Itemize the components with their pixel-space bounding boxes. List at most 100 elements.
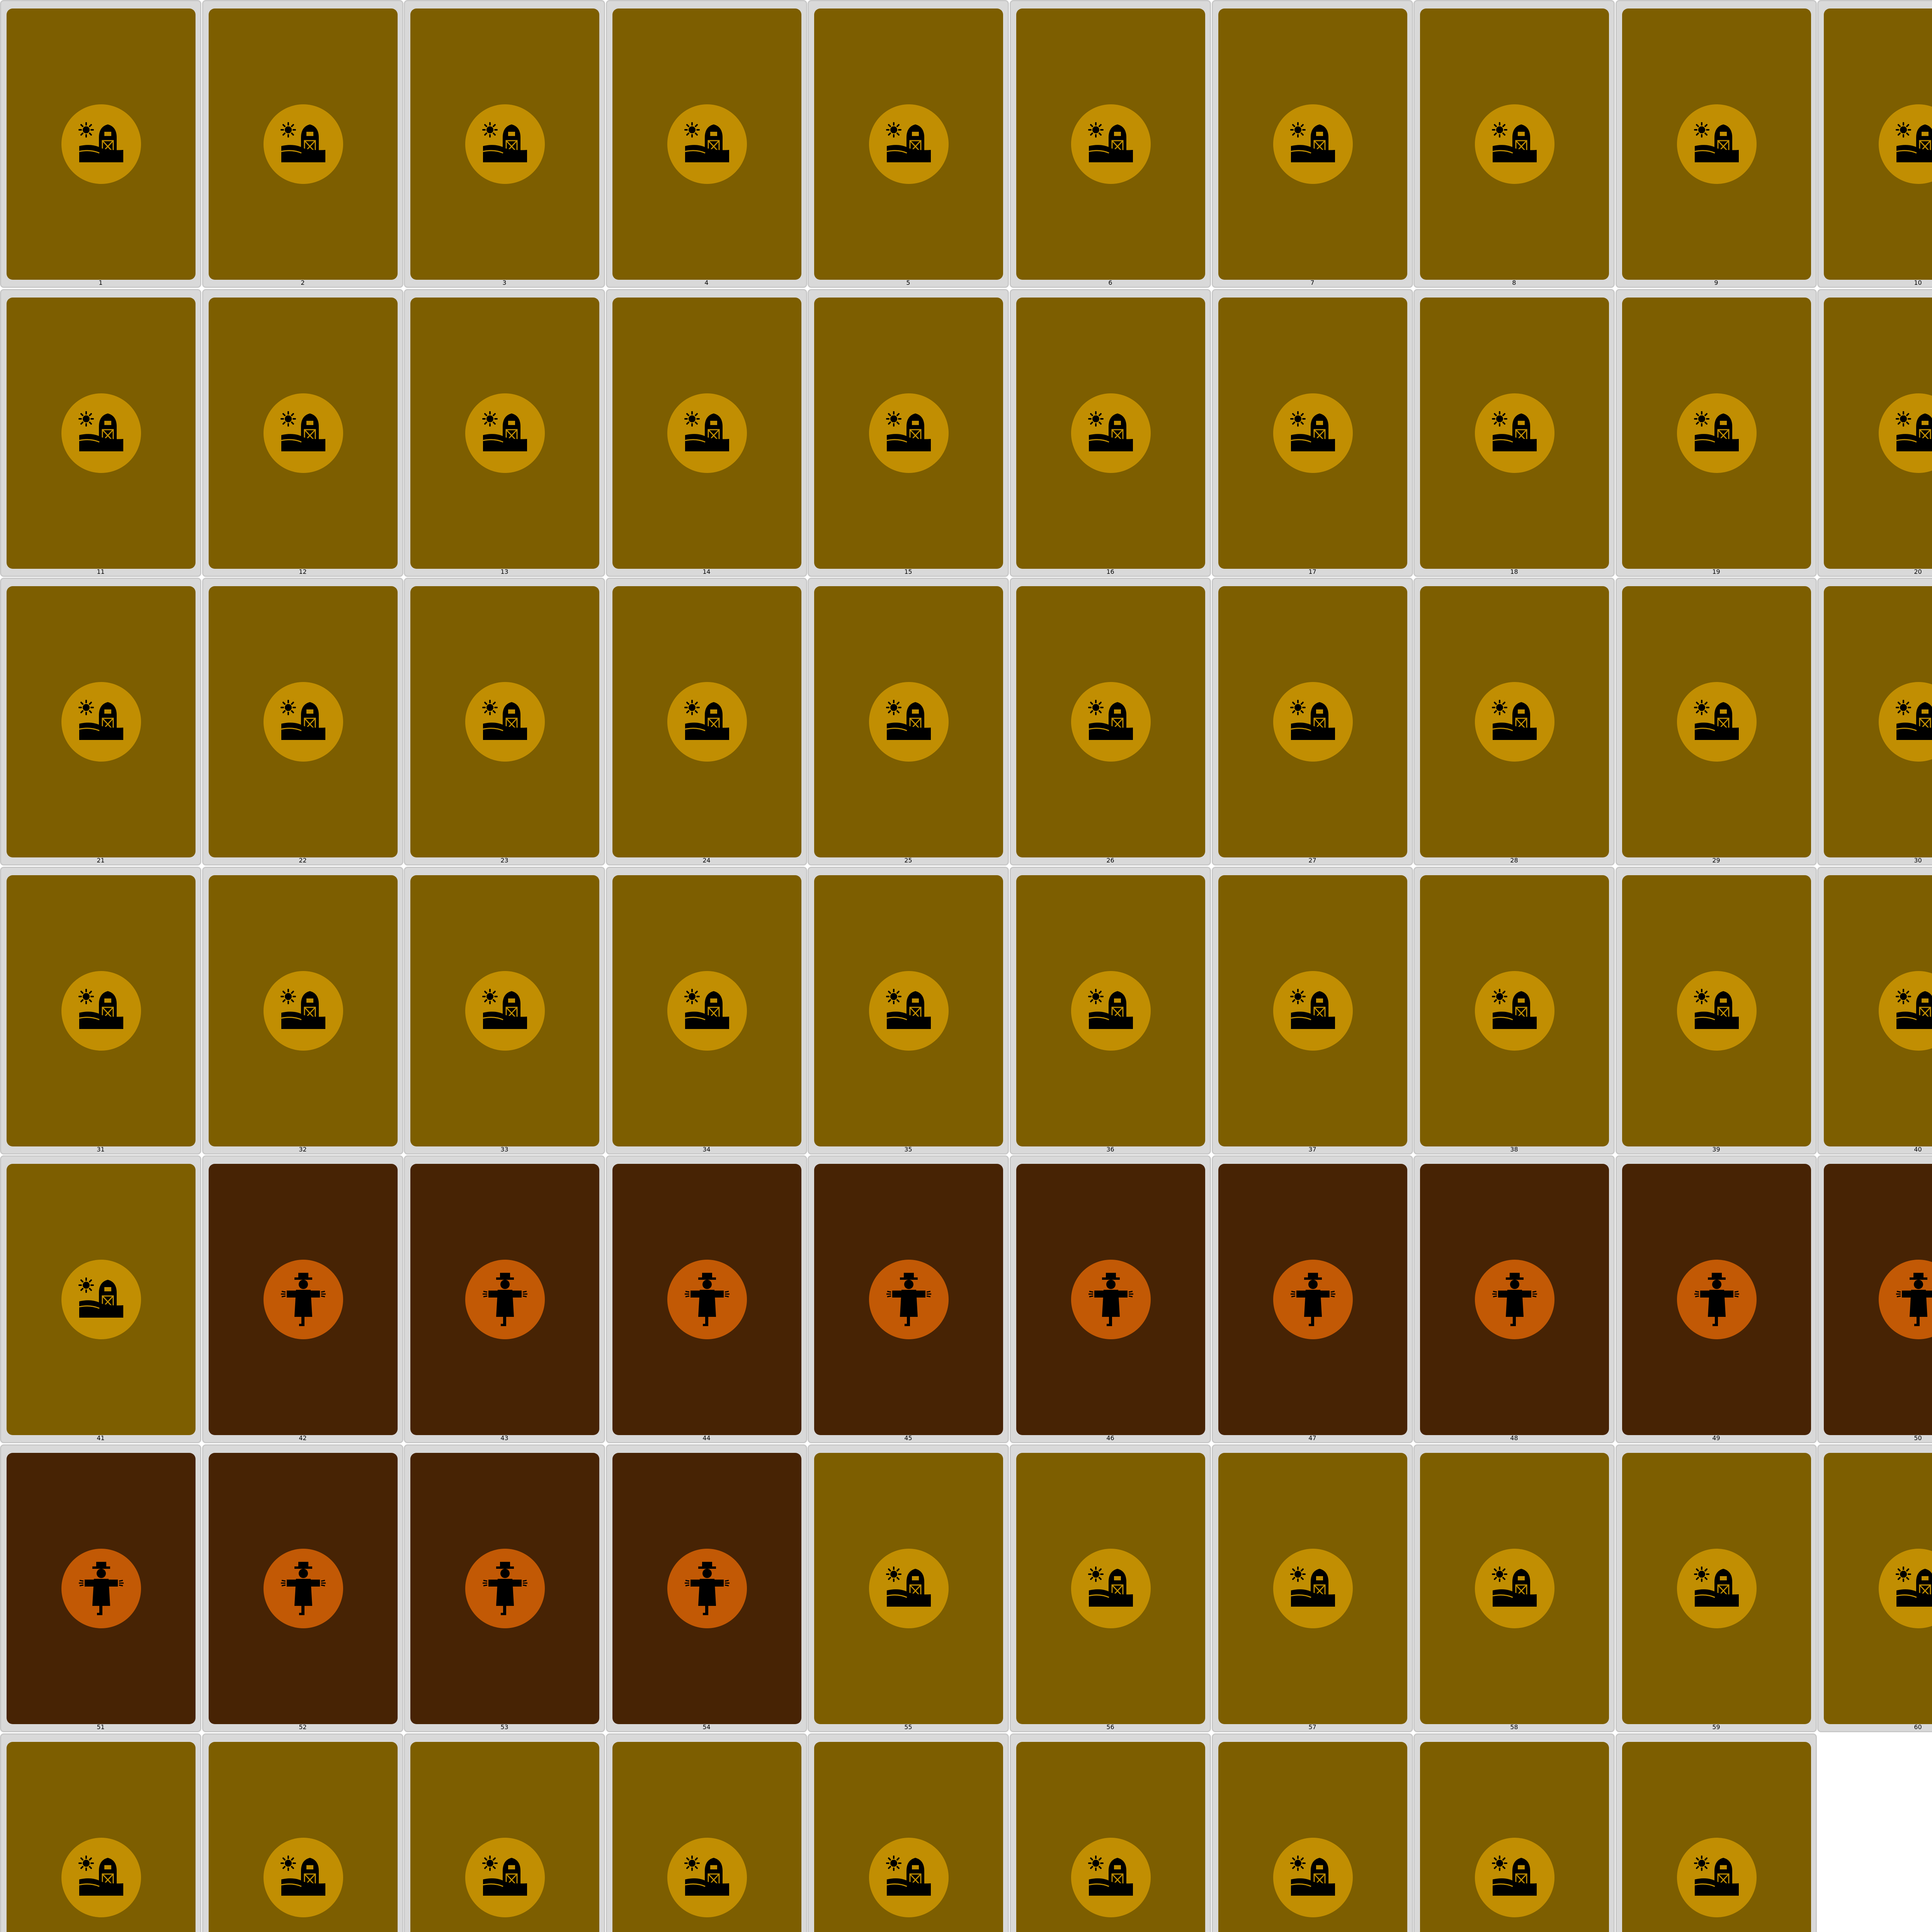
farm-card-back[interactable] <box>1420 1453 1609 1724</box>
card-slot-32[interactable]: 32 <box>202 867 403 1155</box>
card-slot-36[interactable]: 36 <box>1010 867 1211 1155</box>
farm-card-back[interactable] <box>1420 9 1609 280</box>
card-slot-46[interactable]: 46 <box>1010 1155 1211 1443</box>
card-slot-7[interactable]: 7 <box>1212 0 1413 288</box>
card-slot-3[interactable]: 3 <box>404 0 605 288</box>
farm-card-back[interactable] <box>1622 1742 1811 1932</box>
scarecrow-card-back[interactable] <box>209 1164 398 1435</box>
card-slot-47[interactable]: 47 <box>1212 1155 1413 1443</box>
card-slot-55[interactable]: 55 <box>808 1444 1009 1732</box>
card-slot-14[interactable]: 14 <box>606 289 807 577</box>
farm-card-back[interactable] <box>1218 1742 1407 1932</box>
card-slot-35[interactable]: 35 <box>808 867 1009 1155</box>
farm-card-back[interactable] <box>410 875 599 1146</box>
scarecrow-card-back[interactable] <box>7 1453 196 1724</box>
farm-card-back[interactable] <box>7 298 196 569</box>
farm-card-back[interactable] <box>1016 586 1205 857</box>
scarecrow-card-back[interactable] <box>1016 1164 1205 1435</box>
scarecrow-card-back[interactable] <box>612 1453 801 1724</box>
farm-card-back[interactable] <box>7 1164 196 1435</box>
card-slot-42[interactable]: 42 <box>202 1155 403 1443</box>
scarecrow-card-back[interactable] <box>410 1164 599 1435</box>
farm-card-back[interactable] <box>814 9 1003 280</box>
farm-card-back[interactable] <box>1218 875 1407 1146</box>
farm-card-back[interactable] <box>209 9 398 280</box>
card-slot-58[interactable]: 58 <box>1413 1444 1615 1732</box>
card-slot-15[interactable]: 15 <box>808 289 1009 577</box>
card-slot-22[interactable]: 22 <box>202 578 403 866</box>
card-slot-39[interactable]: 39 <box>1616 867 1817 1155</box>
scarecrow-card-back[interactable] <box>814 1164 1003 1435</box>
card-slot-50[interactable]: 50 <box>1817 1155 1932 1443</box>
card-slot-20[interactable]: 20 <box>1817 289 1932 577</box>
card-slot-67[interactable]: 67 <box>1212 1733 1413 1932</box>
scarecrow-card-back[interactable] <box>410 1453 599 1724</box>
card-slot-31[interactable]: 31 <box>0 867 201 1155</box>
farm-card-back[interactable] <box>1218 586 1407 857</box>
farm-card-back[interactable] <box>1622 586 1811 857</box>
farm-card-back[interactable] <box>814 1742 1003 1932</box>
card-slot-37[interactable]: 37 <box>1212 867 1413 1155</box>
card-slot-57[interactable]: 57 <box>1212 1444 1413 1732</box>
card-slot-45[interactable]: 45 <box>808 1155 1009 1443</box>
card-slot-18[interactable]: 18 <box>1413 289 1615 577</box>
card-slot-17[interactable]: 17 <box>1212 289 1413 577</box>
farm-card-back[interactable] <box>7 9 196 280</box>
farm-card-back[interactable] <box>612 1742 801 1932</box>
card-slot-60[interactable]: 60 <box>1817 1444 1932 1732</box>
farm-card-back[interactable] <box>612 298 801 569</box>
card-slot-16[interactable]: 16 <box>1010 289 1211 577</box>
farm-card-back[interactable] <box>209 586 398 857</box>
card-slot-63[interactable]: 63 <box>404 1733 605 1932</box>
card-slot-33[interactable]: 33 <box>404 867 605 1155</box>
scarecrow-card-back[interactable] <box>1824 1164 1932 1435</box>
farm-card-back[interactable] <box>209 875 398 1146</box>
card-slot-13[interactable]: 13 <box>404 289 605 577</box>
card-slot-64[interactable]: 64 <box>606 1733 807 1932</box>
farm-card-back[interactable] <box>612 9 801 280</box>
farm-card-back[interactable] <box>1622 1453 1811 1724</box>
card-slot-49[interactable]: 49 <box>1616 1155 1817 1443</box>
card-slot-12[interactable]: 12 <box>202 289 403 577</box>
farm-card-back[interactable] <box>1824 875 1932 1146</box>
farm-card-back[interactable] <box>1824 1453 1932 1724</box>
farm-card-back[interactable] <box>814 298 1003 569</box>
card-slot-44[interactable]: 44 <box>606 1155 807 1443</box>
card-slot-40[interactable]: 40 <box>1817 867 1932 1155</box>
scarecrow-card-back[interactable] <box>209 1453 398 1724</box>
farm-card-back[interactable] <box>1824 586 1932 857</box>
card-slot-68[interactable]: 68 <box>1413 1733 1615 1932</box>
card-slot-28[interactable]: 28 <box>1413 578 1615 866</box>
farm-card-back[interactable] <box>7 1742 196 1932</box>
scarecrow-card-back[interactable] <box>1622 1164 1811 1435</box>
farm-card-back[interactable] <box>209 1742 398 1932</box>
card-slot-30[interactable]: 30 <box>1817 578 1932 866</box>
scarecrow-card-back[interactable] <box>1218 1164 1407 1435</box>
card-slot-69[interactable]: 69 <box>1616 1733 1817 1932</box>
card-slot-54[interactable]: 54 <box>606 1444 807 1732</box>
card-slot-11[interactable]: 11 <box>0 289 201 577</box>
card-slot-59[interactable]: 59 <box>1616 1444 1817 1732</box>
farm-card-back[interactable] <box>1218 298 1407 569</box>
card-slot-4[interactable]: 4 <box>606 0 807 288</box>
card-slot-5[interactable]: 5 <box>808 0 1009 288</box>
card-slot-38[interactable]: 38 <box>1413 867 1615 1155</box>
card-slot-27[interactable]: 27 <box>1212 578 1413 866</box>
card-slot-23[interactable]: 23 <box>404 578 605 866</box>
farm-card-back[interactable] <box>209 298 398 569</box>
farm-card-back[interactable] <box>1016 1742 1205 1932</box>
farm-card-back[interactable] <box>7 875 196 1146</box>
farm-card-back[interactable] <box>410 9 599 280</box>
card-slot-61[interactable]: 61 <box>0 1733 201 1932</box>
card-slot-43[interactable]: 43 <box>404 1155 605 1443</box>
farm-card-back[interactable] <box>1016 1453 1205 1724</box>
farm-card-back[interactable] <box>814 875 1003 1146</box>
farm-card-back[interactable] <box>1622 298 1811 569</box>
card-slot-52[interactable]: 52 <box>202 1444 403 1732</box>
card-slot-6[interactable]: 6 <box>1010 0 1211 288</box>
farm-card-back[interactable] <box>1016 875 1205 1146</box>
farm-card-back[interactable] <box>1016 9 1205 280</box>
card-slot-8[interactable]: 8 <box>1413 0 1615 288</box>
farm-card-back[interactable] <box>1218 1453 1407 1724</box>
card-slot-19[interactable]: 19 <box>1616 289 1817 577</box>
